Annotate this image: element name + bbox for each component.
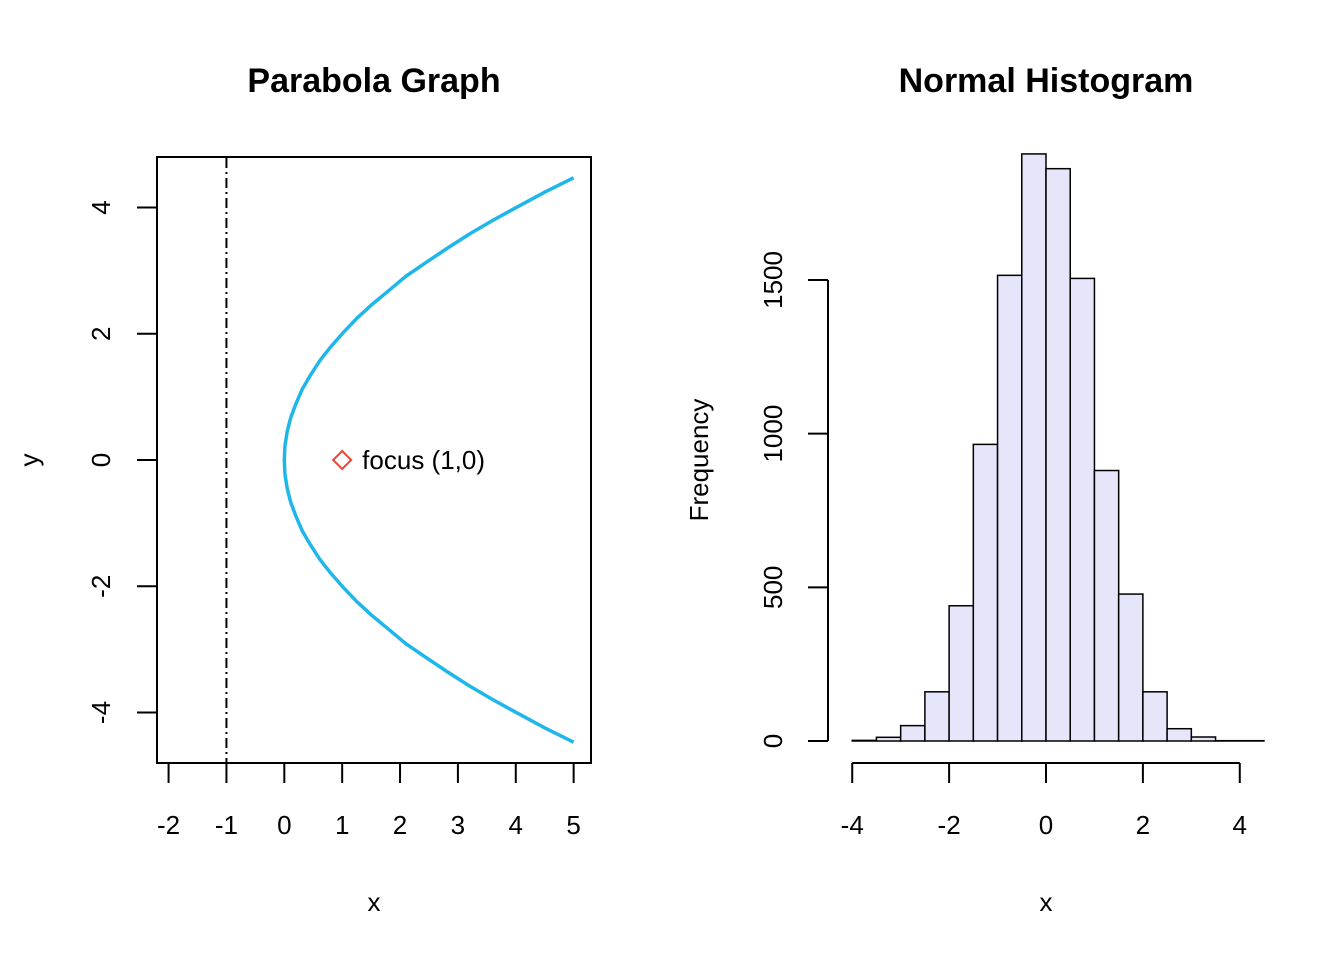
- y-tick-label: -4: [86, 701, 116, 724]
- histogram-bars: [851, 153, 1265, 742]
- x-tick-label: 5: [566, 810, 580, 840]
- y-tick-label: 0: [86, 453, 116, 467]
- histogram-y-axis: 0 500 1000 1500: [758, 251, 829, 748]
- x-tick-label: 0: [277, 810, 291, 840]
- y-tick-label: 1500: [758, 251, 788, 309]
- x-tick-label: 4: [1233, 810, 1247, 840]
- histogram-x-axis: -4 -2 0 2 4: [841, 762, 1247, 840]
- y-tick-label: -2: [86, 575, 116, 598]
- x-tick-label: 4: [509, 810, 523, 840]
- parabola-title: Parabola Graph: [247, 62, 500, 100]
- y-tick-label: 500: [758, 566, 788, 609]
- y-tick-label: 1000: [758, 405, 788, 463]
- parabola-chart: Parabola Graph -2 -1 0 1 2 3 4 5 -4 -2 0 2 4 focus …: [14, 62, 592, 917]
- histogram-y-axis-title: Frequency: [684, 399, 714, 522]
- x-tick-label: -2: [157, 810, 180, 840]
- histogram-bar: [948, 605, 975, 742]
- histogram-bar: [1021, 153, 1047, 742]
- parabola-y-axis-title: y: [14, 454, 44, 467]
- x-tick-label: 3: [451, 810, 465, 840]
- x-tick-label: 0: [1039, 810, 1053, 840]
- x-tick-label: 1: [335, 810, 349, 840]
- x-tick-label: 2: [393, 810, 407, 840]
- parabola-x-axis-title: x: [368, 887, 381, 917]
- x-tick-label: -2: [938, 810, 961, 840]
- histogram-bar: [851, 739, 878, 742]
- parabola-x-axis: -2 -1 0 1 2 3 4 5: [157, 762, 581, 840]
- parabola-curve: [282, 176, 575, 744]
- histogram-bar: [899, 724, 926, 742]
- histogram-bar: [1069, 277, 1096, 742]
- histogram-bar: [1093, 469, 1120, 742]
- y-tick-label: 2: [86, 327, 116, 341]
- histogram-bar: [875, 736, 902, 742]
- focus-label: focus (1,0): [362, 445, 485, 475]
- histogram-bar: [1142, 691, 1168, 742]
- histogram-bar: [972, 443, 999, 742]
- histogram-bar: [1117, 593, 1144, 742]
- histogram-bar: [924, 691, 950, 742]
- y-tick-label: 4: [86, 200, 116, 214]
- histogram-title: Normal Histogram: [899, 62, 1194, 100]
- x-tick-label: 2: [1136, 810, 1150, 840]
- parabola-marks: focus (1,0): [225, 158, 575, 762]
- x-tick-label: -1: [215, 810, 238, 840]
- histogram-bar: [996, 274, 1023, 742]
- histogram-bar: [1045, 167, 1071, 742]
- histogram-bar: [1166, 727, 1193, 742]
- histogram-x-axis-title: x: [1040, 887, 1053, 917]
- histogram-bar: [1190, 736, 1217, 742]
- x-tick-label: -4: [841, 810, 864, 840]
- parabola-y-axis: -4 -2 0 2 4: [86, 200, 158, 724]
- focus-marker: [331, 449, 353, 471]
- y-tick-label: 0: [758, 734, 788, 748]
